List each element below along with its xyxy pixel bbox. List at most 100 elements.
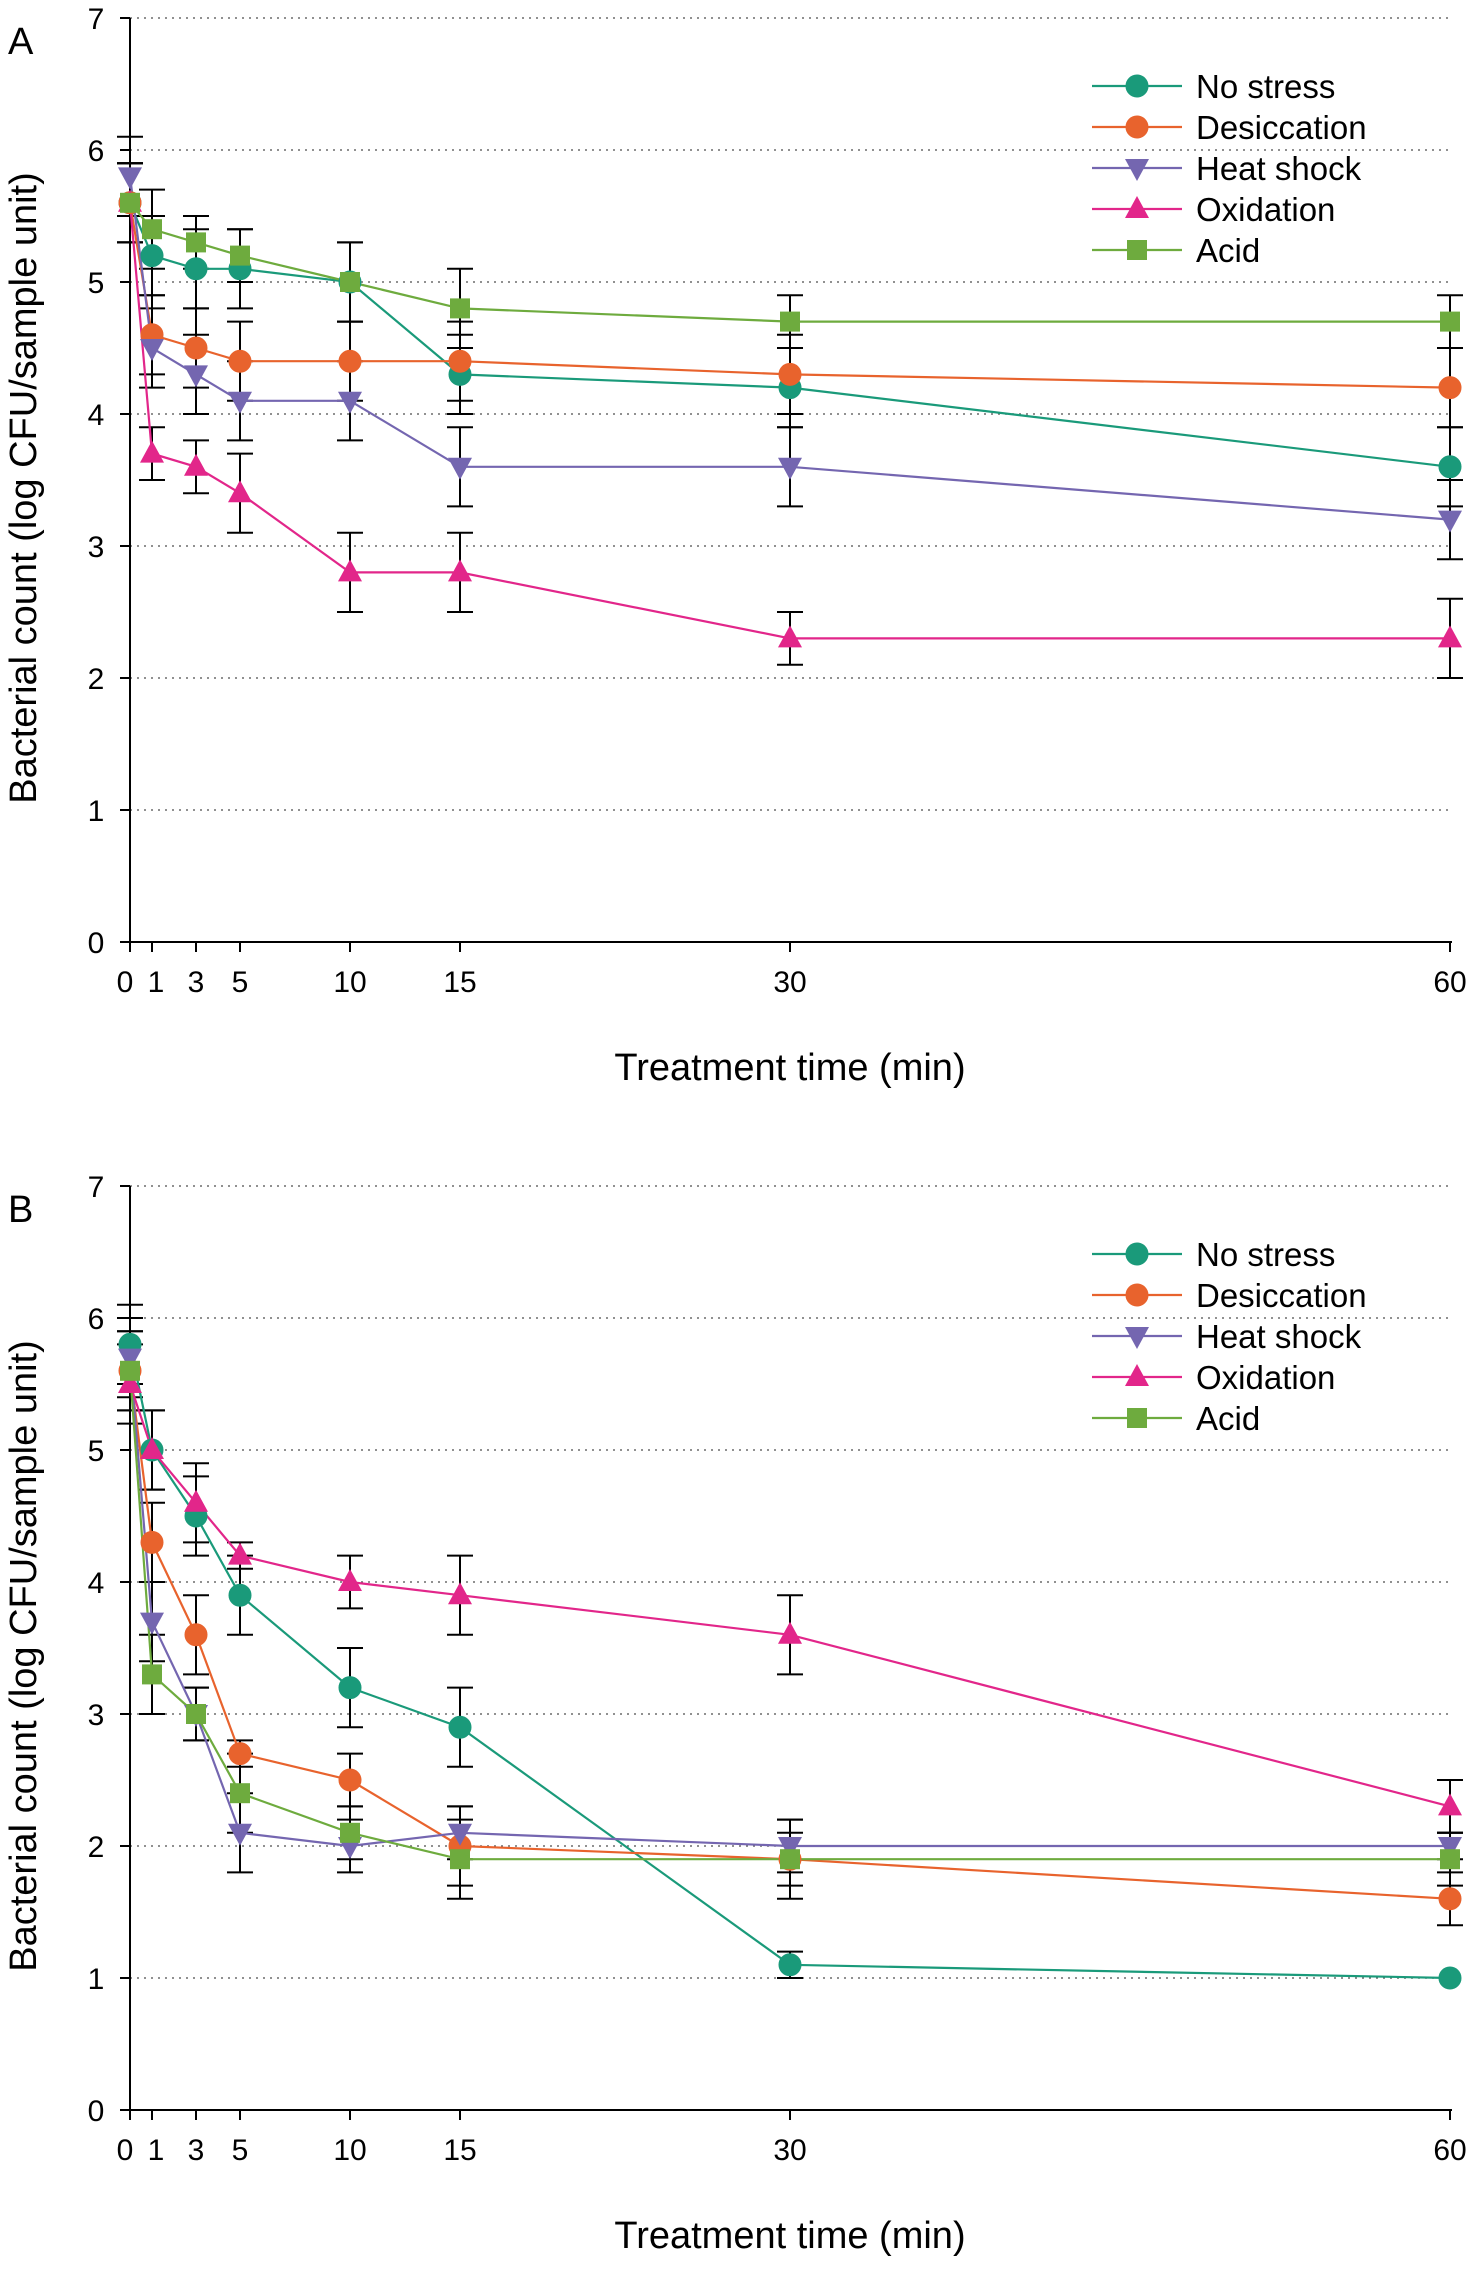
data-point-heat-shock <box>118 167 142 190</box>
y-tick-label: 6 <box>88 135 105 168</box>
legend: No stress Desiccation Heat shock Oxidation A… <box>1092 1236 1367 1437</box>
data-point-no-stress <box>184 257 208 281</box>
data-point-no-stress <box>448 1715 472 1739</box>
data-point-acid <box>780 1849 800 1870</box>
y-tick-label: 0 <box>88 927 105 960</box>
data-point-oxidation <box>184 1489 208 1512</box>
x-tick-label: 0 <box>117 966 134 999</box>
data-point-oxidation <box>1438 625 1462 648</box>
data-point-desiccation <box>184 1623 208 1647</box>
x-tick-label: 5 <box>232 966 249 999</box>
data-point-no-stress <box>1438 455 1462 479</box>
y-tick-label: 7 <box>88 3 105 36</box>
legend-label-oxidation: Oxidation <box>1196 191 1335 228</box>
x-tick-label: 5 <box>232 2134 249 2167</box>
data-point-acid <box>142 1664 162 1685</box>
legend-label-desiccation: Desiccation <box>1196 1277 1367 1314</box>
y-tick-label: 2 <box>88 663 105 696</box>
data-point-oxidation <box>448 1582 472 1605</box>
data-point-acid <box>450 1849 470 1870</box>
y-tick-label: 4 <box>88 399 105 432</box>
x-tick-label: 60 <box>1433 2134 1466 2167</box>
data-point-desiccation <box>448 349 472 373</box>
legend-marker-desiccation <box>1125 1283 1149 1307</box>
data-point-oxidation <box>448 559 472 582</box>
legend-marker-oxidation <box>1125 196 1149 218</box>
legend-label-acid: Acid <box>1196 232 1260 269</box>
legend-label-heat-shock: Heat shock <box>1196 150 1362 187</box>
data-point-acid <box>230 1783 250 1804</box>
legend-marker-acid <box>1127 240 1147 260</box>
data-point-oxidation <box>778 625 802 648</box>
series-oxidation <box>117 1343 1463 1834</box>
legend-label-heat-shock: Heat shock <box>1196 1318 1362 1355</box>
data-point-desiccation <box>228 1742 252 1766</box>
data-point-oxidation <box>1438 1793 1462 1816</box>
y-tick-label: 5 <box>88 1435 105 1468</box>
x-tick-label: 1 <box>148 2134 165 2167</box>
x-tick-label: 30 <box>773 966 806 999</box>
x-tick-label: 30 <box>773 2134 806 2167</box>
legend-marker-no-stress <box>1125 74 1149 98</box>
y-tick-label: 4 <box>88 1567 105 1600</box>
data-point-heat-shock <box>140 1612 164 1635</box>
data-point-acid <box>142 219 162 240</box>
data-point-heat-shock <box>118 1348 142 1371</box>
data-point-oxidation <box>140 440 164 463</box>
data-point-desiccation <box>1438 1887 1462 1911</box>
y-axis-title: Bacterial count (log CFU/sample unit) <box>3 1340 45 1971</box>
legend-label-acid: Acid <box>1196 1400 1260 1437</box>
data-point-acid <box>450 298 470 319</box>
data-point-heat-shock <box>1438 510 1462 533</box>
data-point-desiccation <box>338 1768 362 1792</box>
legend-marker-desiccation <box>1125 115 1149 139</box>
legend-label-desiccation: Desiccation <box>1196 109 1367 146</box>
data-point-acid <box>230 245 250 266</box>
series-line-heat-shock <box>128 1357 1450 1848</box>
x-tick-label: 10 <box>333 2134 366 2167</box>
y-tick-label: 0 <box>88 2095 105 2128</box>
data-point-desiccation <box>338 349 362 373</box>
x-axis-title: Treatment time (min) <box>614 1047 965 1089</box>
data-point-no-stress <box>778 1953 802 1977</box>
data-point-heat-shock <box>448 1823 472 1846</box>
x-tick-label: 3 <box>188 966 205 999</box>
legend: No stress Desiccation Heat shock Oxidation A… <box>1092 68 1367 269</box>
y-tick-label: 5 <box>88 267 105 300</box>
x-tick-label: 10 <box>333 966 366 999</box>
data-point-no-stress <box>338 1676 362 1700</box>
y-tick-label: 1 <box>88 1963 105 1996</box>
x-tick-label: 3 <box>188 2134 205 2167</box>
data-point-oxidation <box>778 1621 802 1644</box>
data-point-heat-shock <box>228 1823 252 1846</box>
legend-label-no-stress: No stress <box>1196 1236 1335 1273</box>
data-point-oxidation <box>140 1437 164 1459</box>
data-point-heat-shock <box>338 391 362 414</box>
legend-marker-heat-shock <box>1125 159 1149 181</box>
series-line-heat-shock <box>128 176 1451 521</box>
legend-marker-heat-shock <box>1125 1327 1149 1349</box>
x-tick-label: 0 <box>117 2134 134 2167</box>
y-tick-label: 3 <box>88 1699 105 1732</box>
data-point-acid <box>120 1360 140 1381</box>
data-point-acid <box>186 232 206 253</box>
data-point-desiccation <box>228 349 252 373</box>
x-tick-label: 15 <box>443 2134 476 2167</box>
data-point-heat-shock <box>1438 1837 1462 1859</box>
y-tick-label: 6 <box>88 1303 105 1336</box>
data-point-heat-shock <box>140 339 164 361</box>
legend-marker-no-stress <box>1125 1242 1149 1266</box>
data-point-heat-shock <box>228 391 252 414</box>
x-tick-label: 1 <box>148 966 165 999</box>
data-point-oxidation <box>184 453 208 476</box>
panel-label: B <box>8 1189 33 1231</box>
data-point-heat-shock <box>184 365 208 388</box>
data-point-acid <box>120 192 140 213</box>
data-point-heat-shock <box>778 457 802 480</box>
panel-label: A <box>8 21 34 63</box>
y-axis-title: Bacterial count (log CFU/sample unit) <box>3 172 45 803</box>
legend-marker-acid <box>1127 1408 1147 1428</box>
